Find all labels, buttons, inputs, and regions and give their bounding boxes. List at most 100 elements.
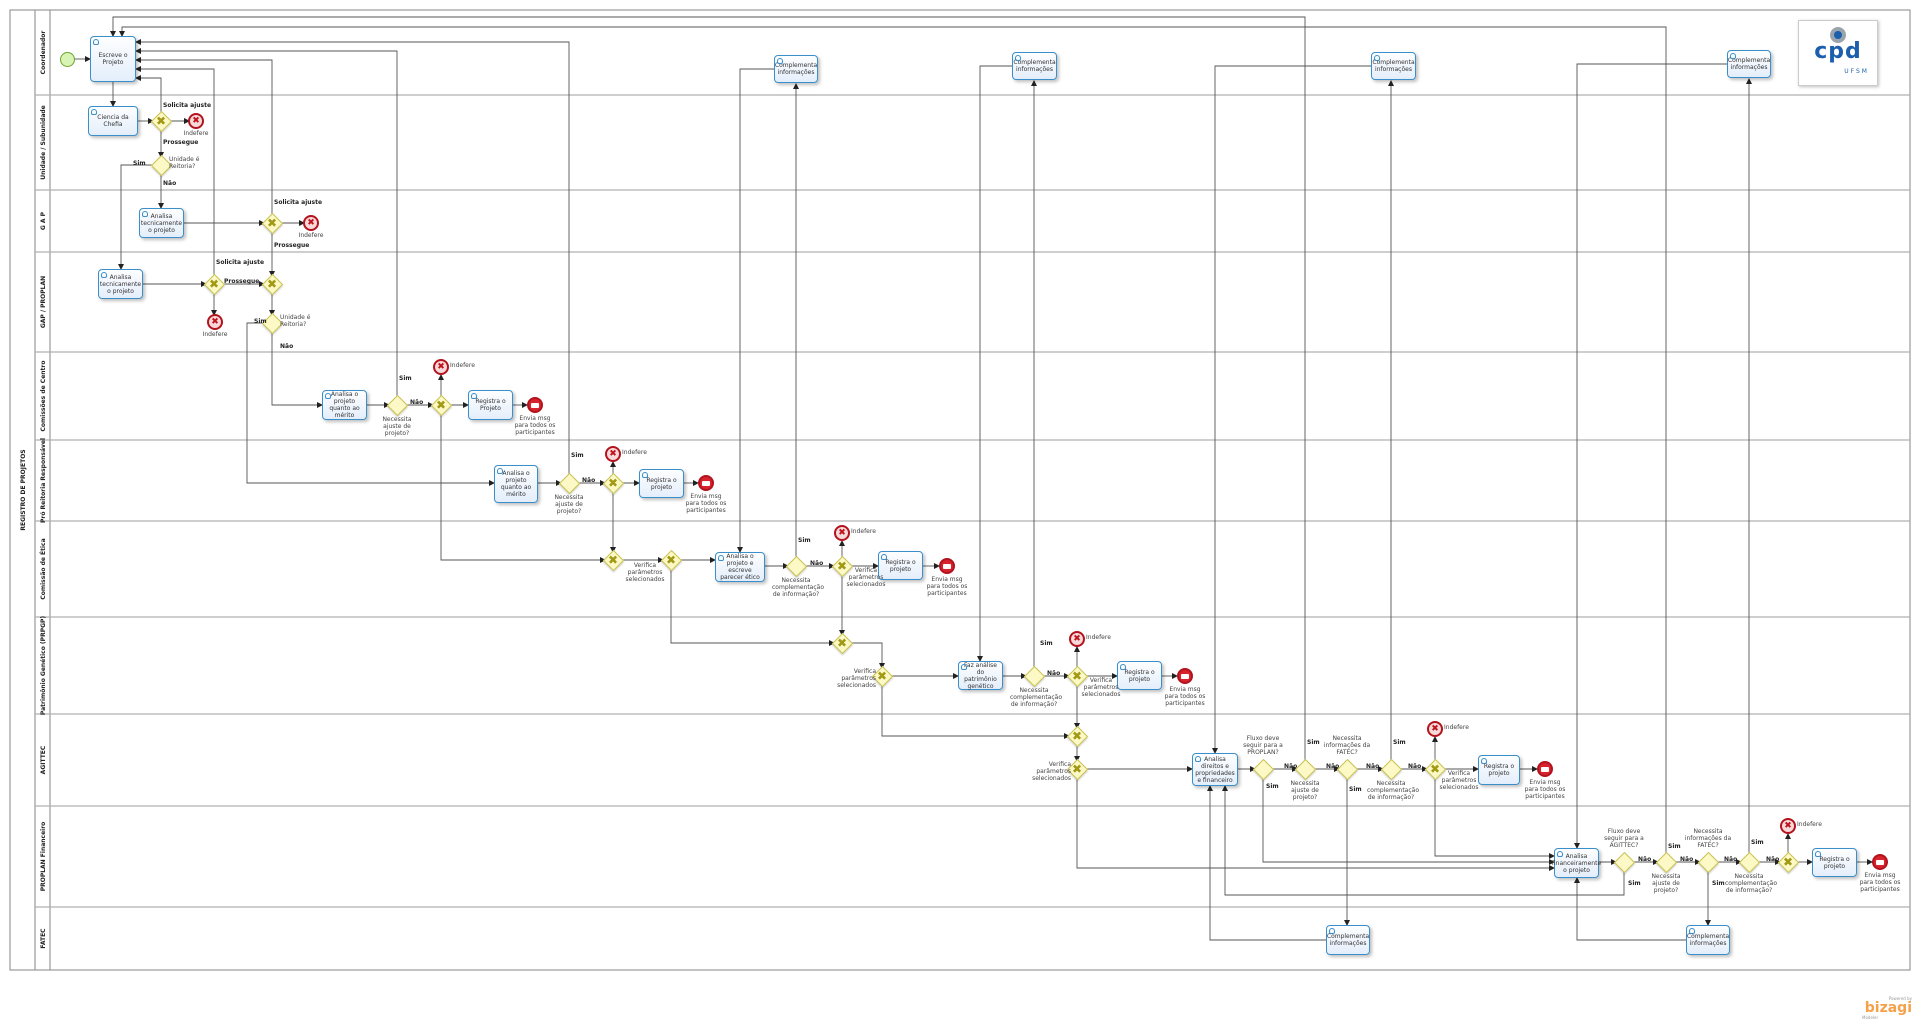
sequence-flow [670,568,835,646]
end-event-label: Indefere [183,130,209,137]
task-label: Complementa informações [1372,59,1415,73]
task-box[interactable]: Registra o Projeto [468,390,513,420]
sequence-flow [1434,777,1555,859]
task-label: Complementa informações [1326,933,1370,947]
task-box[interactable]: Faz análise do patrimônio genético [958,661,1003,690]
task-box[interactable]: Registra o projeto [1812,848,1857,877]
flow-label: Não [1724,856,1738,863]
user-task-icon [881,554,887,560]
sequence-flow [977,65,1012,662]
task-box[interactable]: Complementa informações [1686,925,1730,955]
message-event-label: Envia msg para todos os participantes [685,493,727,514]
task-box[interactable]: Analisa tecnicamente o projeto [98,269,143,299]
lane-label: AGITTEC [40,745,47,774]
flow-label: Sim [1628,880,1641,887]
task-box[interactable]: Registra o projeto [878,551,923,580]
task-box[interactable]: Escreve o Projeto [90,36,136,82]
sequence-flow [135,75,162,113]
task-box[interactable]: Complementa informações [1326,925,1370,955]
user-task-icon [1815,851,1821,857]
flow-label: Não [1408,763,1422,770]
user-task-icon [777,58,783,64]
message-end-event [527,397,543,413]
sequence-flow [119,26,1667,854]
gateway-label: Unidade é Reitoria? [169,156,200,170]
flow-label: Não [1766,856,1780,863]
task-box[interactable]: Complementa informações [774,55,818,83]
end-event-terminate: ✖ [433,359,449,375]
flow-label: Prossegue [163,139,199,146]
flow-label: Prossegue [224,278,260,285]
user-task-icon [961,664,967,670]
task-box[interactable]: Analisa o projeto quanto ao mérito [494,465,538,503]
task-label: Analisa tecnicamente o projeto [140,212,183,234]
envelope-icon [531,402,539,408]
gateway-x-icon: ✖ [435,398,447,412]
flow-label: Não [1680,856,1694,863]
sequence-flow [271,331,323,408]
gateway-label: Necessita ajuste de projeto? [382,416,412,437]
user-task-icon [1481,758,1487,764]
end-event-label: Indefere [450,362,475,369]
gateway-x-icon: ✖ [155,114,167,128]
pool-frame [9,9,1911,971]
task-box[interactable]: Registra o projeto [1478,755,1520,785]
flow-label: Não [1284,763,1298,770]
gateway-x-icon: ✖ [1429,762,1441,776]
gateway-label: Necessita informações da FATEC? [1323,735,1371,756]
user-task-icon [471,393,477,399]
sequence-flow [440,413,606,563]
task-box[interactable]: Analisa financeiramente o projeto [1551,848,1602,878]
end-event-label: Indefere [202,331,228,338]
task-label: Escreve o Projeto [98,52,128,66]
task-box[interactable]: Complementa informações [1371,52,1416,80]
task-box[interactable]: Complementa informações [1012,52,1057,80]
sequence-flow [1076,777,1555,871]
user-task-icon [1329,928,1335,934]
gateway-x-icon: ✖ [1071,762,1083,776]
user-task-icon [1689,928,1695,934]
lane-label: Comissão de Ética [39,538,47,599]
user-task-icon [1120,664,1126,670]
gateway-label: Necessita complementação de informação? [1725,873,1777,894]
task-label: Faz análise do patrimônio genético [964,661,997,690]
task-box[interactable]: Registra o projeto [639,469,684,498]
sequence-flow [850,642,885,669]
task-label: Ciencia da Chefia [97,114,129,128]
flow-label: Não [163,180,177,187]
envelope-icon [1541,766,1549,772]
user-task-icon [1730,53,1736,59]
lane-label: Unidade / Subunidade [40,105,47,179]
task-box[interactable]: Analisa direitos e propriedades e financ… [1192,753,1238,786]
gateway-x-icon: ✖ [836,559,848,573]
flow-label: Sim [1668,843,1681,850]
user-task-icon [642,472,648,478]
gateway-x-icon: ✖ [836,636,848,650]
user-task-icon [1374,55,1380,61]
task-box[interactable]: Registra o projeto [1117,661,1162,690]
task-box[interactable]: Analisa tecnicamente o projeto [139,208,184,238]
task-box[interactable]: Analisa o projeto quanto ao mérito [322,390,367,420]
user-task-icon [91,109,97,115]
lane-label: FATEC [40,928,47,949]
task-label: Analisa o projeto e escreve parecer étic… [720,553,760,581]
envelope-icon [943,563,951,569]
envelope-icon [702,480,710,486]
task-label: Analisa financeiramente o projeto [1551,852,1602,874]
user-task-icon [101,272,107,278]
gateway-label: Verifica parâmetros selecionados [1032,761,1071,782]
message-end-event [1537,761,1553,777]
task-box[interactable]: Ciencia da Chefia [88,106,138,136]
flow-label: Sim [798,537,811,544]
sequence-flow [118,164,153,270]
gateway-x-icon: ✖ [1782,855,1794,869]
task-box[interactable]: Complementa informações [1727,50,1771,78]
gateway-label: Necessita complementação de informação? [1367,780,1419,801]
lane-label: GAP / PROPLAN [40,276,47,328]
flow-label: Não [1326,763,1340,770]
task-box[interactable]: Analisa o projeto e escreve parecer étic… [715,552,765,582]
flow-label: Não [1047,670,1061,677]
flow-label: Sim [399,375,412,382]
lane-label: Comissões de Centro [40,361,47,432]
